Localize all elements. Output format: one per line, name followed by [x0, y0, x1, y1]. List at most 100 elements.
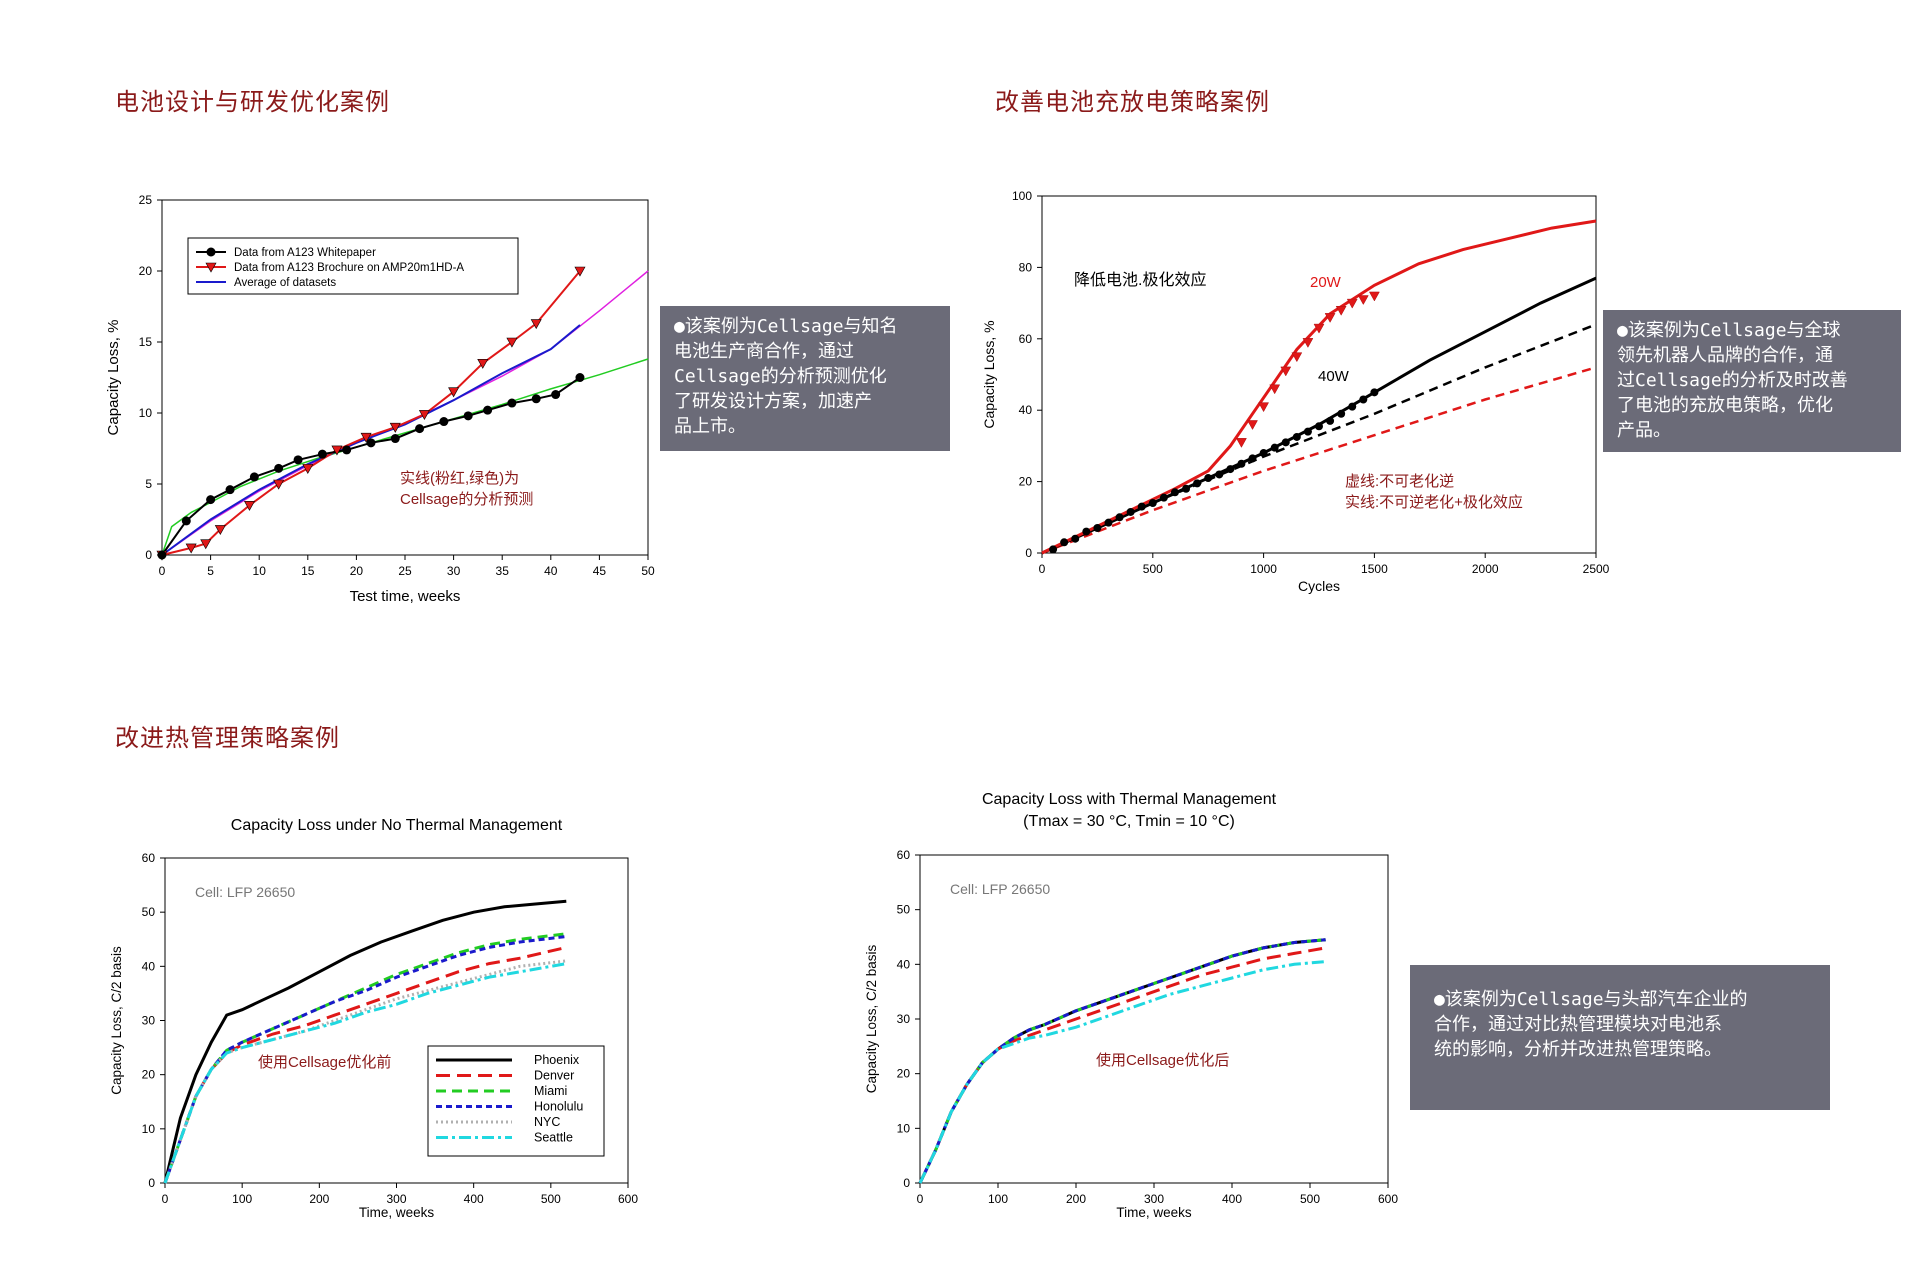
c4-y-tick-label: 50 — [897, 903, 911, 917]
data-point-20w — [1291, 352, 1303, 363]
c2-y-tick-label: 20 — [1019, 475, 1033, 489]
chart-subtitle: (Tmax = 30 °C, Tmin = 10 °C) — [1023, 813, 1235, 830]
c2-plot-frame — [1041, 195, 1597, 554]
c4-x-tick-label: 200 — [1066, 1192, 1086, 1206]
legend-label: Phoenix — [534, 1053, 580, 1067]
c3-y-tick-label: 60 — [142, 851, 156, 865]
whitepaper-point — [366, 438, 376, 448]
c3-y-tick-label: 0 — [148, 1176, 155, 1190]
c1-y-tick-label: 15 — [139, 335, 153, 349]
c3-x-tick-label: 500 — [541, 1192, 561, 1206]
whitepaper-point — [439, 417, 449, 427]
note-text-thermal: ●该案例为Cellsage与头部汽车企业的 合作，通过对比热管理模块对电池系 统… — [1434, 989, 1748, 1060]
note-box-design: ●该案例为Cellsage与知名 电池生产商合作，通过 Cellsage的分析预… — [660, 306, 950, 451]
series-line — [918, 946, 1326, 1184]
data-point-40w — [1193, 479, 1202, 488]
c3-y-tick-label: 10 — [142, 1122, 156, 1136]
c3-x-tick-label: 300 — [386, 1192, 406, 1206]
brochure-point — [214, 525, 226, 536]
series-line-denver — [163, 945, 567, 1184]
section-title-charging: 改善电池充放电策略案例 — [995, 88, 1270, 116]
brochure-line — [161, 270, 581, 556]
section-title-design: 电池设计与研发优化案例 — [115, 88, 390, 116]
c3-x-tick-label: 0 — [162, 1192, 169, 1206]
brochure-point — [273, 479, 285, 490]
c4-plot-frame — [919, 854, 1389, 1184]
chart-design: 0 5 10 15 20 25 30 35 40 45 50 0 5 10 15 20 25 Test time,… — [105, 193, 655, 605]
whitepaper-point — [463, 411, 473, 421]
c4-x-tick-label: 300 — [1144, 1192, 1164, 1206]
chart-title: Capacity Loss with Thermal Management — [982, 791, 1277, 808]
data-point-40w — [1049, 545, 1058, 554]
data-point-40w — [1137, 502, 1146, 511]
legend-label: Data from A123 Brochure on AMP20m1HD-A — [234, 262, 464, 274]
whitepaper-point — [551, 390, 561, 400]
c2-x-axis-label: Cycles — [1298, 578, 1340, 594]
section-title-thermal: 改进热管理策略案例 — [115, 724, 340, 752]
c3-x-tick-label: 100 — [232, 1192, 252, 1206]
c4-x-tick-label: 100 — [988, 1192, 1008, 1206]
data-point-40w — [1082, 527, 1091, 536]
c3-x-tick-label: 400 — [464, 1192, 484, 1206]
brochure-point — [506, 337, 518, 348]
data-point-40w — [1204, 474, 1213, 483]
legend-box — [427, 1045, 605, 1157]
c4-x-tick-label: 500 — [1300, 1192, 1320, 1206]
c4-x-tick-label: 400 — [1222, 1192, 1242, 1206]
c1-y-tick-label: 5 — [145, 477, 152, 491]
c1-y-tick-label: 20 — [139, 264, 153, 278]
c1-x-tick-label: 10 — [253, 564, 267, 578]
data-point-20w — [1269, 384, 1281, 395]
data-point-40w — [1259, 449, 1268, 458]
whitepaper-point — [390, 434, 400, 444]
data-point-20w — [1302, 338, 1314, 348]
whitepaper-point — [317, 449, 327, 459]
data-point-40w — [1281, 438, 1290, 447]
brochure-point — [448, 387, 460, 398]
data-point-40w — [1093, 524, 1102, 533]
data-point-20w — [1368, 291, 1380, 302]
whitepaper-point — [342, 445, 352, 455]
whitepaper-point — [249, 472, 259, 482]
c3-y-tick-label: 40 — [142, 959, 156, 973]
c1-y-tick-label: 25 — [139, 193, 153, 207]
c2-y-tick-label: 0 — [1025, 546, 1032, 560]
c1-x-tick-label: 5 — [207, 564, 214, 578]
c4-y-tick-label: 10 — [897, 1121, 911, 1135]
c1-x-tick-label: 20 — [350, 564, 364, 578]
c4-y-tick-label: 30 — [897, 1012, 911, 1026]
whitepaper-point — [157, 550, 167, 560]
line-style-legend: 实线:不可逆老化+极化效应 — [1345, 493, 1523, 511]
c1-y-tick-label: 10 — [139, 406, 153, 420]
c1-y-axis-label: Capacity Loss, % — [105, 320, 122, 436]
c4-y-tick-label: 20 — [897, 1067, 911, 1081]
c2-y-tick-label: 100 — [1012, 189, 1032, 203]
data-point-20w — [1335, 305, 1347, 316]
c1-x-axis-label: Test time, weeks — [350, 588, 461, 605]
c1-y-tick-label: 0 — [145, 548, 152, 562]
data-point-40w — [1148, 499, 1157, 508]
data-point-40w — [1237, 459, 1246, 468]
annotation-text: 实线(粉红,绿色)为 — [400, 470, 519, 487]
data-point-40w — [1115, 513, 1124, 522]
series-line-phoenix — [163, 899, 567, 1184]
brochure-point — [243, 501, 255, 511]
c3-x-tick-label: 600 — [618, 1192, 638, 1206]
legend-label: Honolulu — [534, 1100, 583, 1114]
legend-label: Average of datasets — [234, 277, 336, 289]
c4-y-axis-label: Capacity Loss, C/2 basis — [864, 944, 879, 1093]
annotation-text: Cellsage的分析预测 — [400, 491, 533, 508]
c2-x-tick-label: 500 — [1143, 562, 1163, 576]
chart-title: Capacity Loss under No Thermal Managemen… — [231, 817, 563, 834]
legend-marker — [206, 247, 216, 257]
c2-x-tick-label: 0 — [1039, 562, 1046, 576]
chart-with-thermal: 0 100 200 300 400 500 600 0 10 20 30 40 50 60 Time, we… — [864, 791, 1398, 1220]
data-point-40w — [1159, 493, 1168, 502]
note-text-charging: ●该案例为Cellsage与全球 领先机器人品牌的合作，通 过Cellsage的… — [1617, 320, 1848, 441]
note-box-thermal: ●该案例为Cellsage与头部汽车企业的 合作，通过对比热管理模块对电池系 统… — [1410, 965, 1830, 1110]
data-point-40w — [1370, 388, 1379, 397]
whitepaper-point — [507, 398, 517, 408]
data-point-40w — [1326, 416, 1335, 425]
brochure-point — [418, 410, 430, 421]
